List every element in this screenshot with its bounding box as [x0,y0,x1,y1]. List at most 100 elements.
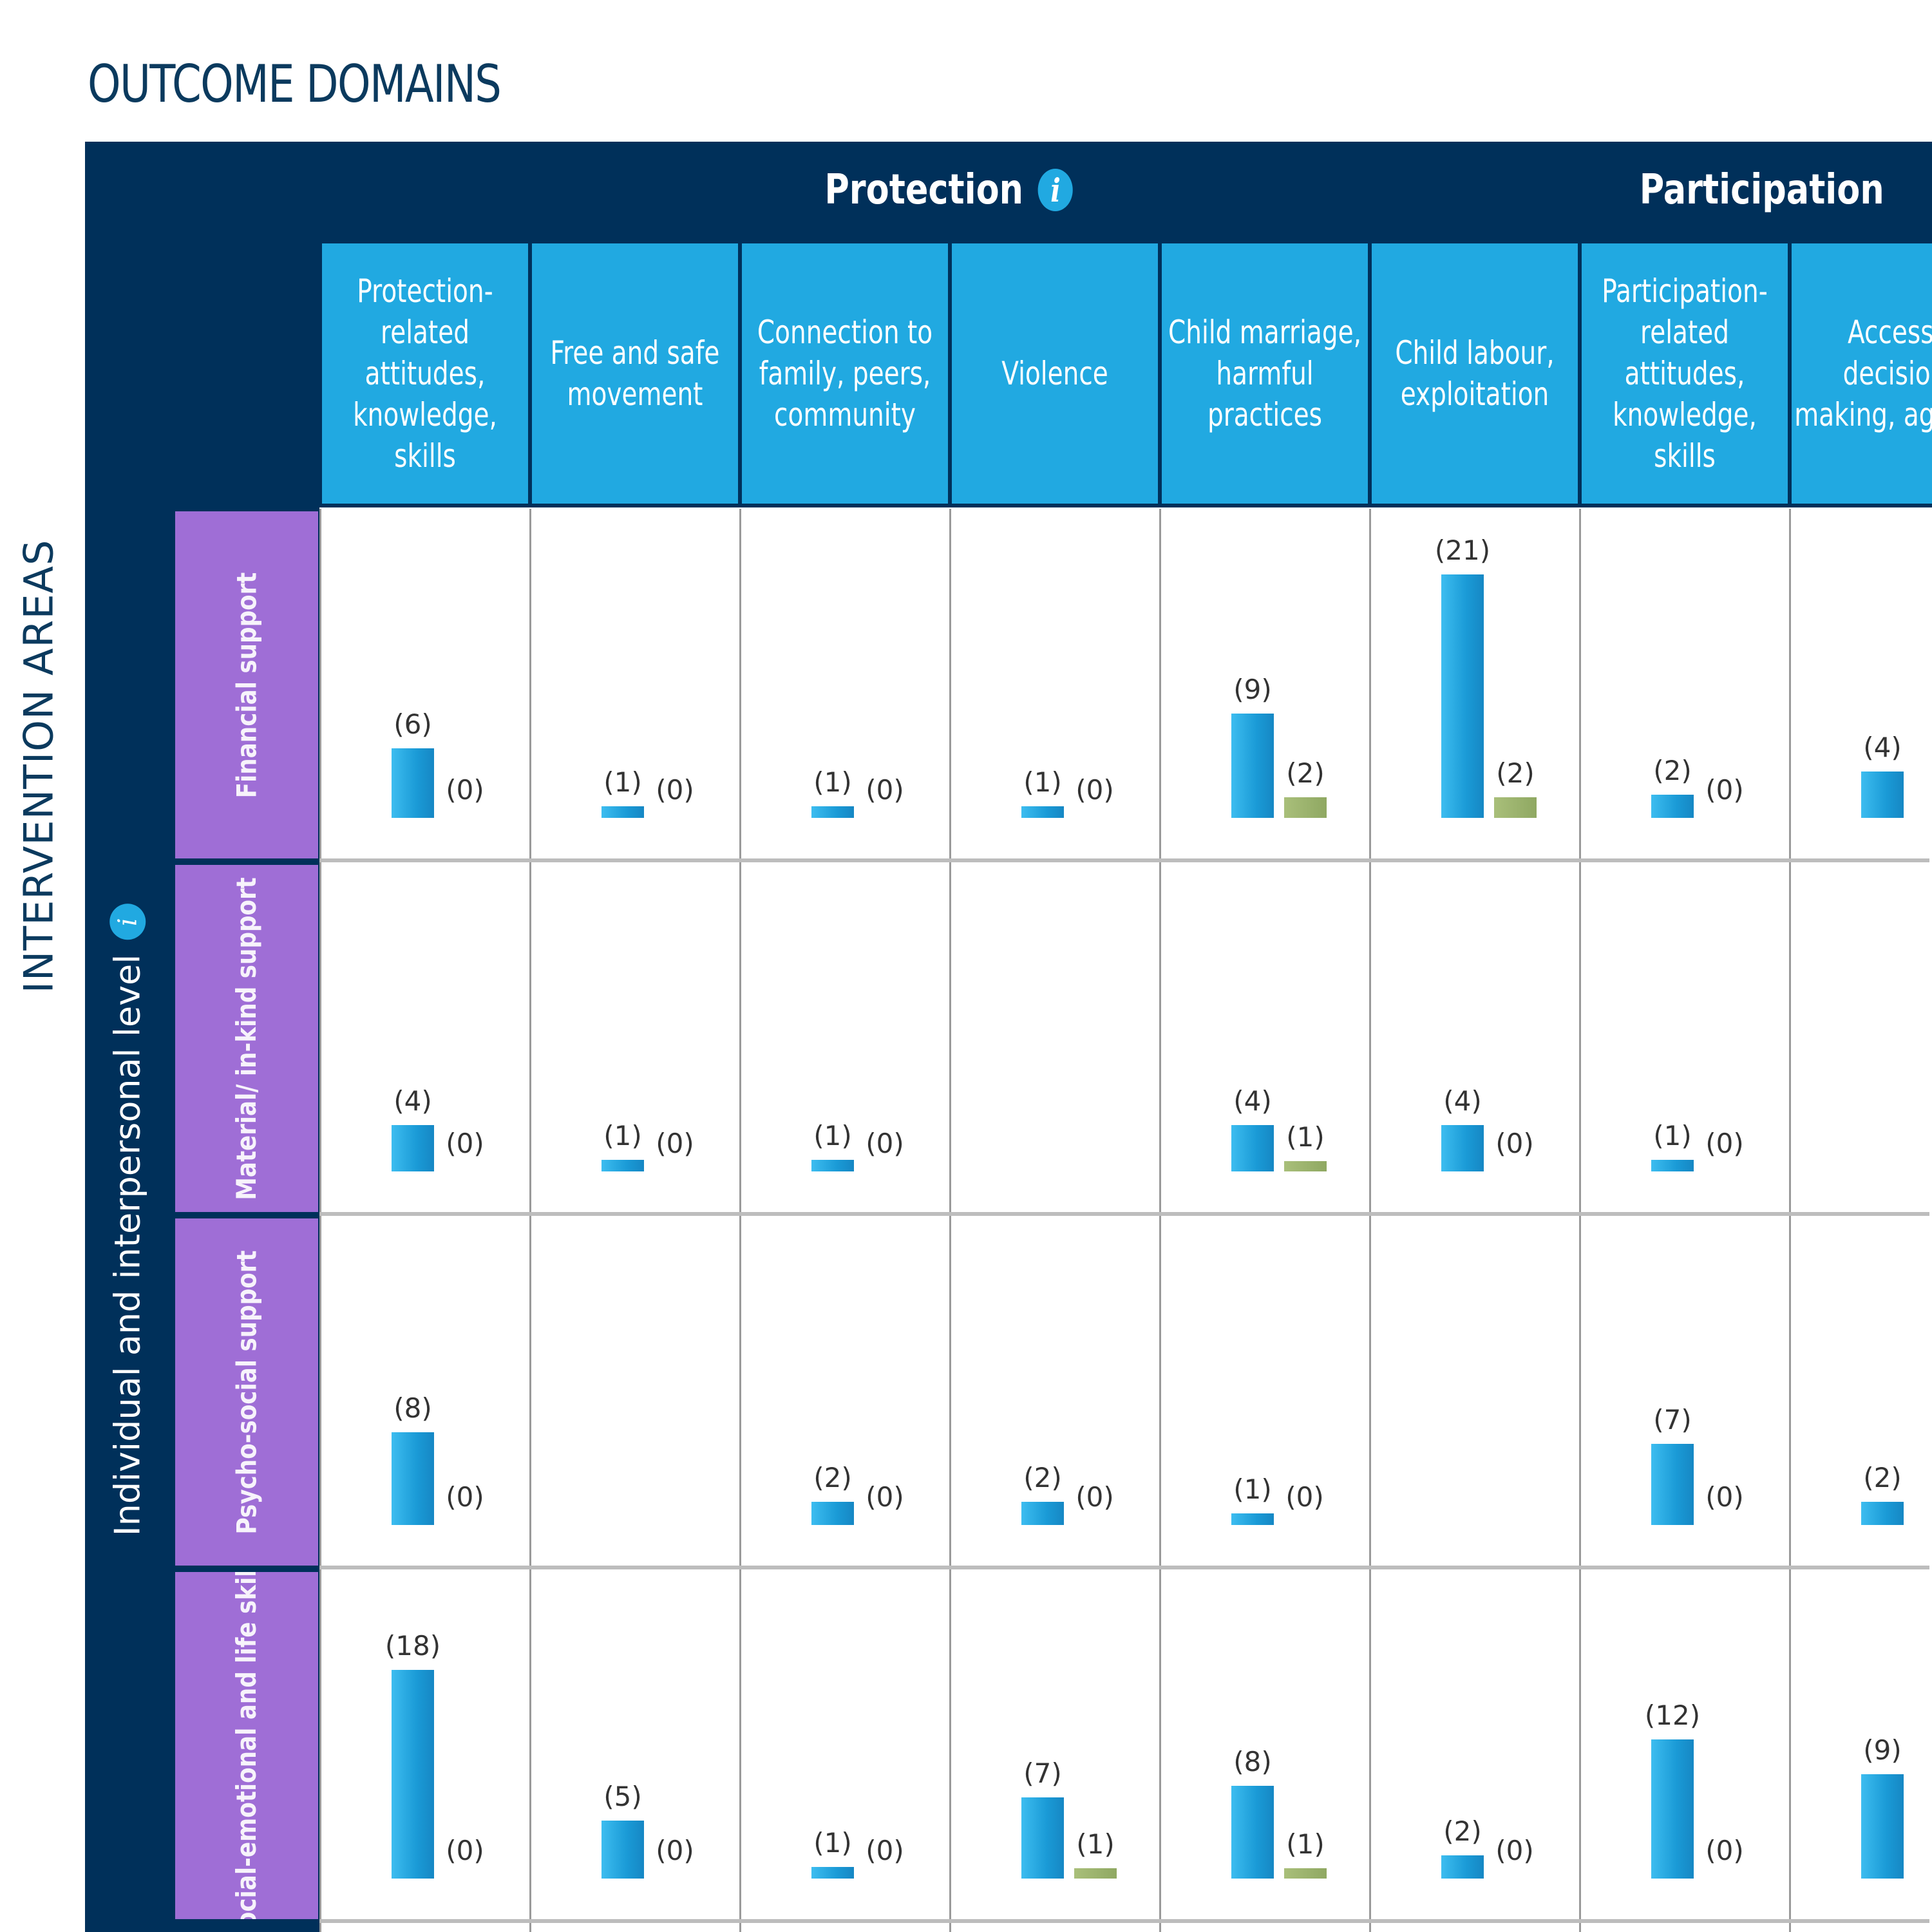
bar-primary [1231,1513,1274,1525]
value-label-primary: (12) [1644,1700,1701,1731]
bar-primary [392,748,434,818]
column-header: Participation-related attitudes, knowled… [1582,243,1788,504]
value-label-primary: (6) [393,708,432,740]
row-header: Financial support [175,511,318,858]
bar-primary [1651,1739,1694,1879]
value-label-primary: (9) [1863,1734,1902,1766]
grid-line-vertical [1369,509,1371,1932]
value-label-primary: (4) [1443,1085,1482,1117]
column-header-label: Access, decision making, agency [1794,314,1932,433]
bar-primary [1021,806,1064,818]
value-label-secondary: (1) [1286,1121,1325,1153]
bar-primary [1441,1855,1484,1879]
value-label-primary: (18) [384,1630,441,1662]
value-label-secondary: (0) [446,1128,484,1159]
value-label-primary: (7) [1023,1757,1062,1789]
row-header-label: Material/ in-kind support [231,876,263,1200]
value-label-secondary: (2) [1286,757,1325,789]
level-label: Individual and interpersonal level [107,954,148,1536]
value-label-primary: (2) [1023,1462,1062,1493]
value-label-secondary: (0) [446,774,484,806]
value-label-primary: (4) [1863,732,1902,763]
row-header-label: Psycho-social support [231,1250,262,1534]
grid-line-vertical [529,509,531,1932]
value-label-secondary: (0) [1705,1481,1744,1513]
row-header: Social-emotional and life skills [175,1572,318,1919]
column-header-label: Connection to family, peers, community [757,314,933,433]
column-header: Child labour, exploitation [1372,243,1578,504]
matrix-body [319,507,1932,1932]
bar-primary [811,1160,854,1171]
bar-primary [1021,1502,1064,1525]
value-label-secondary: (0) [446,1835,484,1866]
column-header: Child marriage, harmful practices [1162,243,1368,504]
column-header-label: Free and safe movement [550,334,720,413]
bar-primary [811,1502,854,1525]
value-label-secondary: (0) [866,1481,904,1513]
bar-primary [1651,1444,1694,1525]
value-label-primary: (2) [1443,1815,1482,1847]
value-label-primary: (1) [603,1120,642,1151]
bar-primary [392,1125,434,1171]
level-band: Individual and interpersonal level i [85,507,170,1932]
value-label-primary: (1) [813,1827,852,1859]
grid-line-vertical [1579,509,1581,1932]
value-label-secondary: (0) [1705,1835,1744,1866]
column-header-label: Participation-related attitudes, knowled… [1602,272,1768,475]
column-header: Protection-related attitudes, knowledge,… [322,243,528,504]
value-label-secondary: (0) [1075,1481,1114,1513]
value-label-secondary: (0) [1495,1128,1534,1159]
bar-primary [1441,1125,1484,1171]
column-header: Access, decision making, agency [1792,243,1932,504]
value-label-primary: (5) [603,1781,642,1812]
bar-primary [811,806,854,818]
bar-secondary [1074,1868,1117,1879]
value-label-secondary: (0) [446,1481,484,1513]
value-label-secondary: (0) [866,774,904,806]
bar-primary [1861,1774,1904,1879]
bar-primary [1021,1797,1064,1879]
bar-primary [1231,714,1274,818]
value-label-secondary: (0) [866,1835,904,1866]
value-label-primary: (2) [813,1462,852,1493]
bar-primary [1651,795,1694,818]
column-header: Violence [952,243,1158,504]
value-label-secondary: (0) [656,1835,694,1866]
grid-line-vertical [739,509,741,1932]
bar-secondary [1284,1868,1327,1879]
bar-primary [601,1821,644,1879]
value-label-secondary: (0) [1495,1835,1534,1866]
grid-line-vertical [1159,509,1161,1932]
value-label-primary: (1) [813,1120,852,1151]
value-label-secondary: (0) [1705,1128,1744,1159]
info-icon[interactable]: i [109,904,146,940]
grid-line-vertical [1789,509,1791,1932]
bar-primary [1861,772,1904,818]
value-label-secondary: (0) [656,774,694,806]
bar-secondary [1284,1161,1327,1171]
info-icon[interactable]: i [1037,169,1073,211]
value-label-primary: (2) [1653,755,1692,786]
column-header-label: Child marriage, harmful practices [1168,314,1361,433]
value-label-secondary: (1) [1076,1828,1115,1860]
grid-line-vertical [319,509,321,1932]
row-header: Psycho-social support [175,1218,318,1566]
bar-primary [1861,1502,1904,1525]
bar-primary [1441,574,1484,818]
value-label-secondary: (0) [1075,774,1114,806]
value-label-primary: (8) [393,1392,432,1424]
value-label-primary: (1) [1233,1473,1272,1505]
page-title: OUTCOME DOMAINS [88,54,502,114]
column-header-label: Violence [1001,355,1108,392]
row-header-label: Social-emotional and life skills [231,1572,263,1919]
domain-header-participation: Participation [1580,142,1932,238]
value-label-primary: (21) [1434,535,1491,566]
value-label-primary: (7) [1653,1404,1692,1435]
value-label-secondary: (0) [866,1128,904,1159]
bar-primary [811,1867,854,1879]
bar-primary [1231,1125,1274,1171]
column-header-label: Child labour, exploitation [1395,334,1555,413]
value-label-secondary: (0) [1285,1481,1324,1513]
value-label-primary: (1) [603,766,642,798]
